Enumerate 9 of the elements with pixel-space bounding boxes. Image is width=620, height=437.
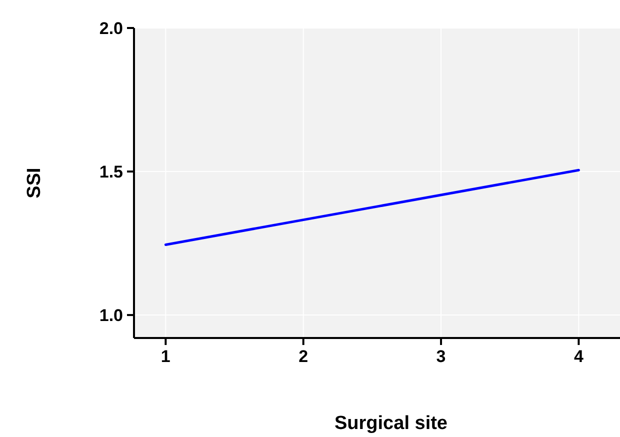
y-tick-label: 1.0	[99, 306, 123, 325]
x-tick-label: 3	[436, 347, 446, 366]
y-tick-label: 1.5	[99, 162, 123, 182]
y-tick-label: 2.0	[99, 18, 123, 38]
x-tick-label: 2	[298, 347, 308, 366]
x-tick-label: 4	[574, 347, 584, 366]
y-axis-title: SSI	[24, 168, 45, 198]
x-axis-title: Surgical site	[334, 413, 448, 434]
x-tick-label: 1	[160, 347, 170, 366]
